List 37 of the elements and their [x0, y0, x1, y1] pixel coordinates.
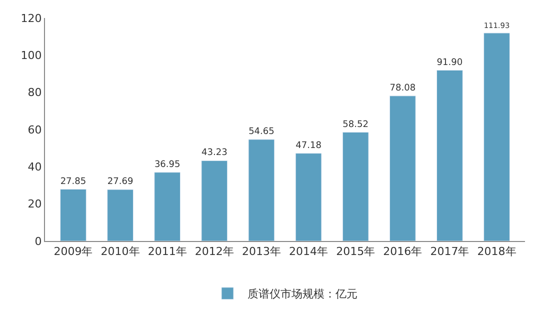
bar: [484, 32, 510, 241]
bar: [107, 189, 134, 241]
x-tick-label: 2009年: [54, 245, 93, 258]
text: 47.18: [296, 140, 322, 151]
y-tick-label: 0: [34, 234, 42, 248]
text: 91.90: [436, 58, 463, 68]
y-tick-label: 20: [28, 198, 42, 211]
text: 58.52: [342, 120, 368, 130]
x-tick-label: 2015年: [336, 245, 376, 258]
y-tick-label: 120: [20, 12, 42, 25]
x-tick-label: 2014年: [289, 245, 328, 258]
bar: [154, 172, 181, 241]
bar: [248, 139, 275, 241]
x-tick-label: 2016年: [383, 245, 422, 258]
y-tick-label: 80: [28, 86, 42, 100]
y-tick-label: 60: [28, 123, 42, 136]
x-tick-label: 2013年: [242, 245, 281, 258]
text: 27.69: [107, 177, 134, 188]
legend-label: 质谱仪市场规模：亿元: [248, 288, 358, 301]
y-tick-label: 40: [28, 160, 42, 174]
bar: [342, 132, 369, 241]
y-tick-label: 100: [20, 49, 42, 62]
x-tick-label: 2017年: [430, 245, 470, 258]
bar: [295, 153, 322, 241]
x-tick-label: 2018年: [477, 245, 516, 258]
text: 27.85: [60, 176, 86, 187]
text: 54.65: [248, 126, 274, 137]
bar: [201, 160, 228, 241]
bar: [436, 70, 463, 241]
text: 78.08: [390, 83, 416, 94]
text: 36.95: [154, 160, 180, 170]
text: 43.23: [202, 148, 228, 158]
bar: [60, 189, 86, 241]
x-tick-label: 2010年: [100, 245, 140, 258]
x-tick-label: 2012年: [194, 245, 234, 258]
x-tick-label: 2011年: [148, 245, 187, 258]
bar: [389, 96, 416, 241]
